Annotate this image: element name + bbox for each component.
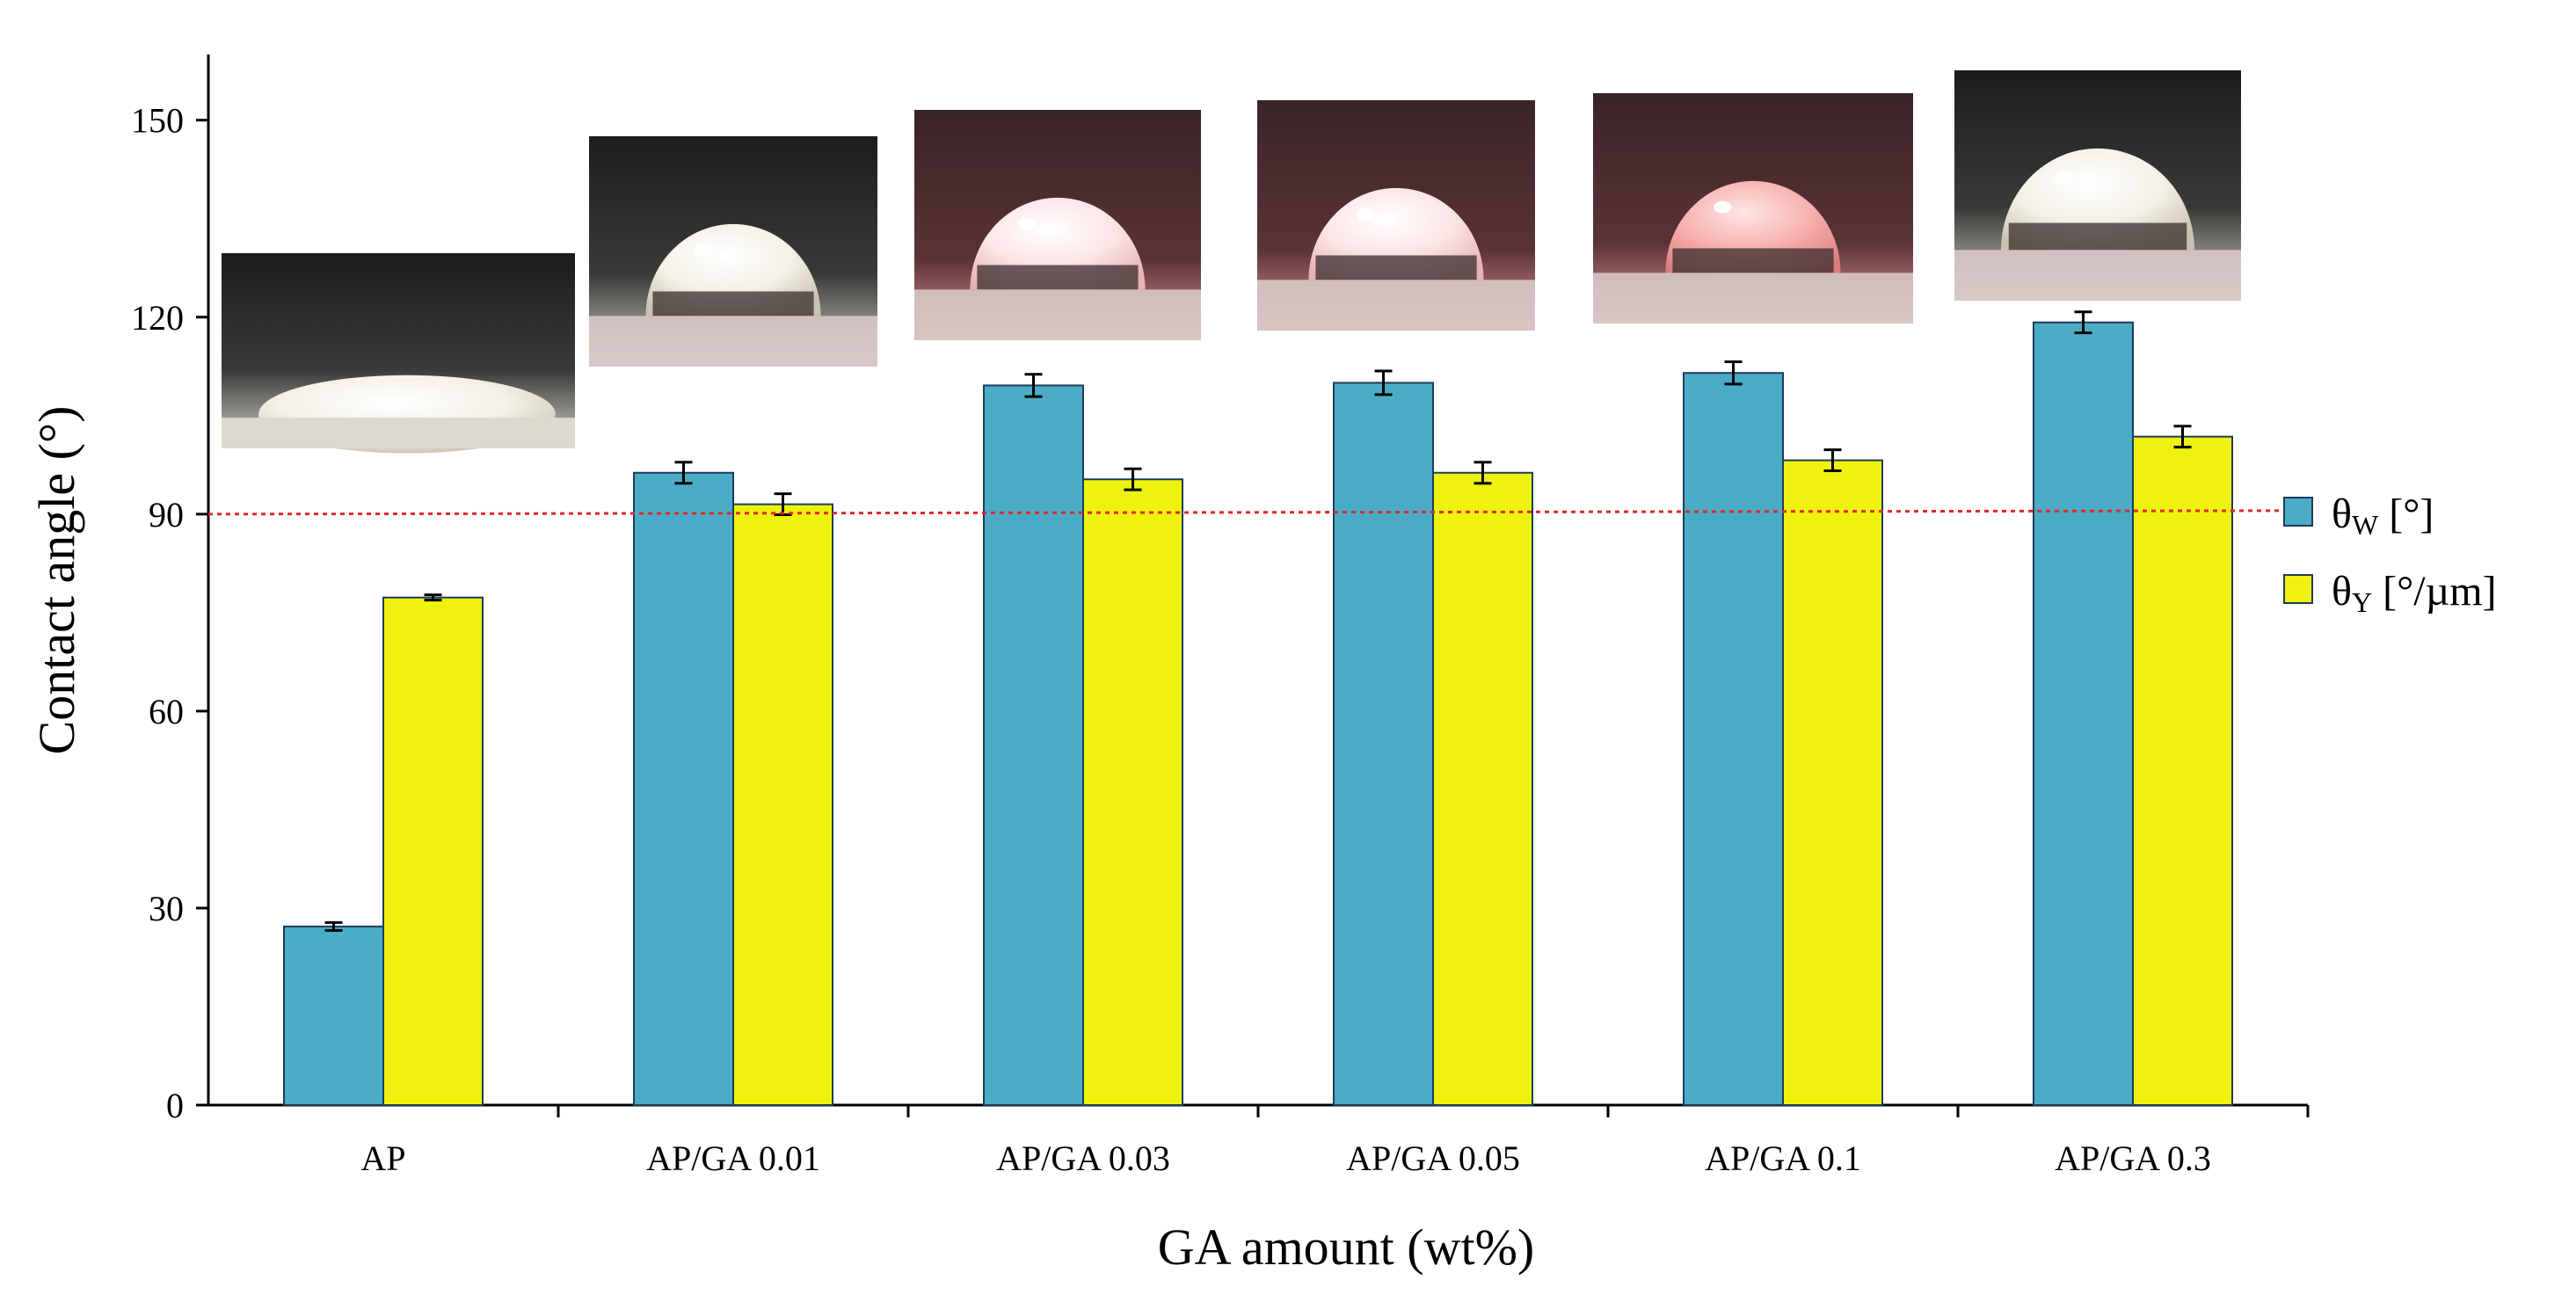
legend-label: θW [°] xyxy=(2332,491,2434,541)
error-bar xyxy=(424,593,442,602)
bars xyxy=(283,321,2233,1107)
bar-theta-y xyxy=(732,503,833,1106)
bar-theta-w xyxy=(1333,382,1434,1106)
droplet-insets xyxy=(222,70,2241,454)
bar-theta-y xyxy=(1082,478,1183,1106)
error-bar xyxy=(1823,448,1842,473)
x-category-label: AP/GA 0.03 xyxy=(996,1138,1170,1178)
bar-theta-w xyxy=(2033,321,2134,1107)
legend-item-theta-y: θY [°/µm] xyxy=(2283,568,2497,618)
legend-swatch xyxy=(2283,497,2313,527)
bar-theta-y xyxy=(1432,471,1533,1106)
legend-swatch xyxy=(2283,574,2313,604)
droplet-photo-4 xyxy=(1257,100,1535,331)
y-tick-label: 150 xyxy=(131,101,184,141)
y-tick-label: 120 xyxy=(131,298,184,338)
error-bar xyxy=(674,461,693,485)
bar-theta-w xyxy=(633,471,734,1106)
legend-label: θY [°/µm] xyxy=(2332,568,2497,618)
y-tick-label: 90 xyxy=(149,495,184,535)
legend-item-theta-w: θW [°] xyxy=(2283,491,2434,541)
y-tick-label: 60 xyxy=(149,692,184,731)
bar-theta-w xyxy=(283,925,384,1106)
error-bar xyxy=(774,492,792,517)
droplet-photo-5 xyxy=(1593,93,1913,324)
y-ticks: 0 30 60 90 120 150 xyxy=(131,101,208,1125)
x-category-label: AP/GA 0.01 xyxy=(646,1138,820,1178)
bar-theta-w xyxy=(983,384,1084,1106)
error-bar xyxy=(324,920,343,932)
y-tick-label: 0 xyxy=(166,1086,184,1125)
error-bar xyxy=(2173,425,2192,449)
error-bar xyxy=(1474,461,1492,485)
error-bar xyxy=(1374,369,1393,396)
x-ticks: AP AP/GA 0.01 AP/GA 0.03 AP/GA 0.05 AP/GA 0.… xyxy=(360,1105,2310,1178)
y-tick-label: 30 xyxy=(149,889,184,928)
error-bar xyxy=(1124,467,1142,491)
droplet-photo-2 xyxy=(589,136,877,367)
bar-theta-y xyxy=(2132,435,2233,1106)
bar-theta-y xyxy=(382,596,484,1106)
x-axis-title: GA amount (wt%) xyxy=(1158,1218,1535,1276)
droplet-photo-3 xyxy=(914,110,1201,340)
x-category-label: AP/GA 0.1 xyxy=(1705,1138,1861,1178)
error-bar xyxy=(2074,310,2092,335)
x-category-label: AP/GA 0.3 xyxy=(2055,1138,2211,1178)
x-category-label: AP xyxy=(360,1138,405,1178)
error-bar xyxy=(1024,373,1043,398)
reference-line-90 xyxy=(207,509,2309,516)
bar-theta-w xyxy=(1683,372,1784,1106)
error-bars xyxy=(324,310,2192,932)
legend: θW [°] θY [°/µm] xyxy=(2283,491,2497,618)
droplet-photo-1 xyxy=(222,253,575,454)
y-axis-title: Contact angle (°) xyxy=(28,406,85,755)
droplet-photo-6 xyxy=(1954,70,2241,301)
x-category-label: AP/GA 0.05 xyxy=(1346,1138,1520,1178)
bar-theta-y xyxy=(1782,459,1883,1106)
error-bar xyxy=(1724,360,1743,386)
